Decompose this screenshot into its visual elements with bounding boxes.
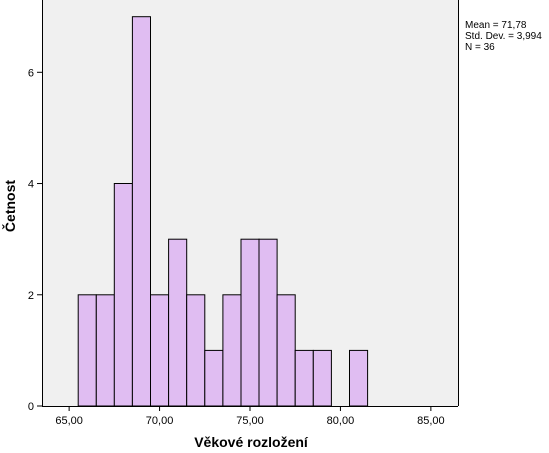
x-axis-title: Věkové rozložení — [194, 434, 309, 450]
histogram-bar — [131, 16, 151, 407]
histogram-bar — [204, 349, 224, 407]
x-tick-label: 75,00 — [236, 415, 264, 427]
histogram-bar — [349, 349, 369, 407]
statistics-box: Mean = 71,78 Std. Dev. = 3,994 N = 36 — [465, 20, 542, 53]
histogram-bars — [77, 16, 369, 407]
y-tick-label: 6 — [28, 67, 34, 79]
histogram-bar — [258, 238, 278, 407]
y-axis-ticks: 0 2 4 6 — [28, 67, 42, 413]
histogram-bar — [168, 238, 188, 407]
x-tick-label: 65,00 — [55, 415, 83, 427]
histogram-bar — [150, 294, 170, 407]
histogram-bar — [240, 238, 260, 407]
y-tick-label: 2 — [28, 290, 34, 302]
histogram-bar — [276, 294, 296, 407]
histogram-bar — [222, 294, 242, 407]
x-tick-label: 70,00 — [146, 415, 174, 427]
x-tick-label: 85,00 — [417, 415, 445, 427]
y-tick-label: 4 — [28, 179, 34, 191]
histogram-bar — [312, 349, 332, 407]
histogram-bar — [294, 349, 314, 407]
histogram-bar — [95, 294, 115, 407]
y-tick-label: 0 — [28, 401, 34, 413]
y-axis-title: Četnost — [1, 180, 18, 232]
histogram-bar — [186, 294, 206, 407]
stats-std-dev: Std. Dev. = 3,994 — [465, 31, 542, 42]
x-tick-label: 80,00 — [327, 415, 355, 427]
histogram-bar — [77, 294, 97, 407]
histogram-bar — [113, 183, 133, 407]
stats-mean: Mean = 71,78 — [465, 20, 527, 31]
x-axis-ticks: 65,00 70,00 75,00 80,00 85,00 — [55, 406, 445, 427]
stats-n: N = 36 — [465, 42, 495, 53]
